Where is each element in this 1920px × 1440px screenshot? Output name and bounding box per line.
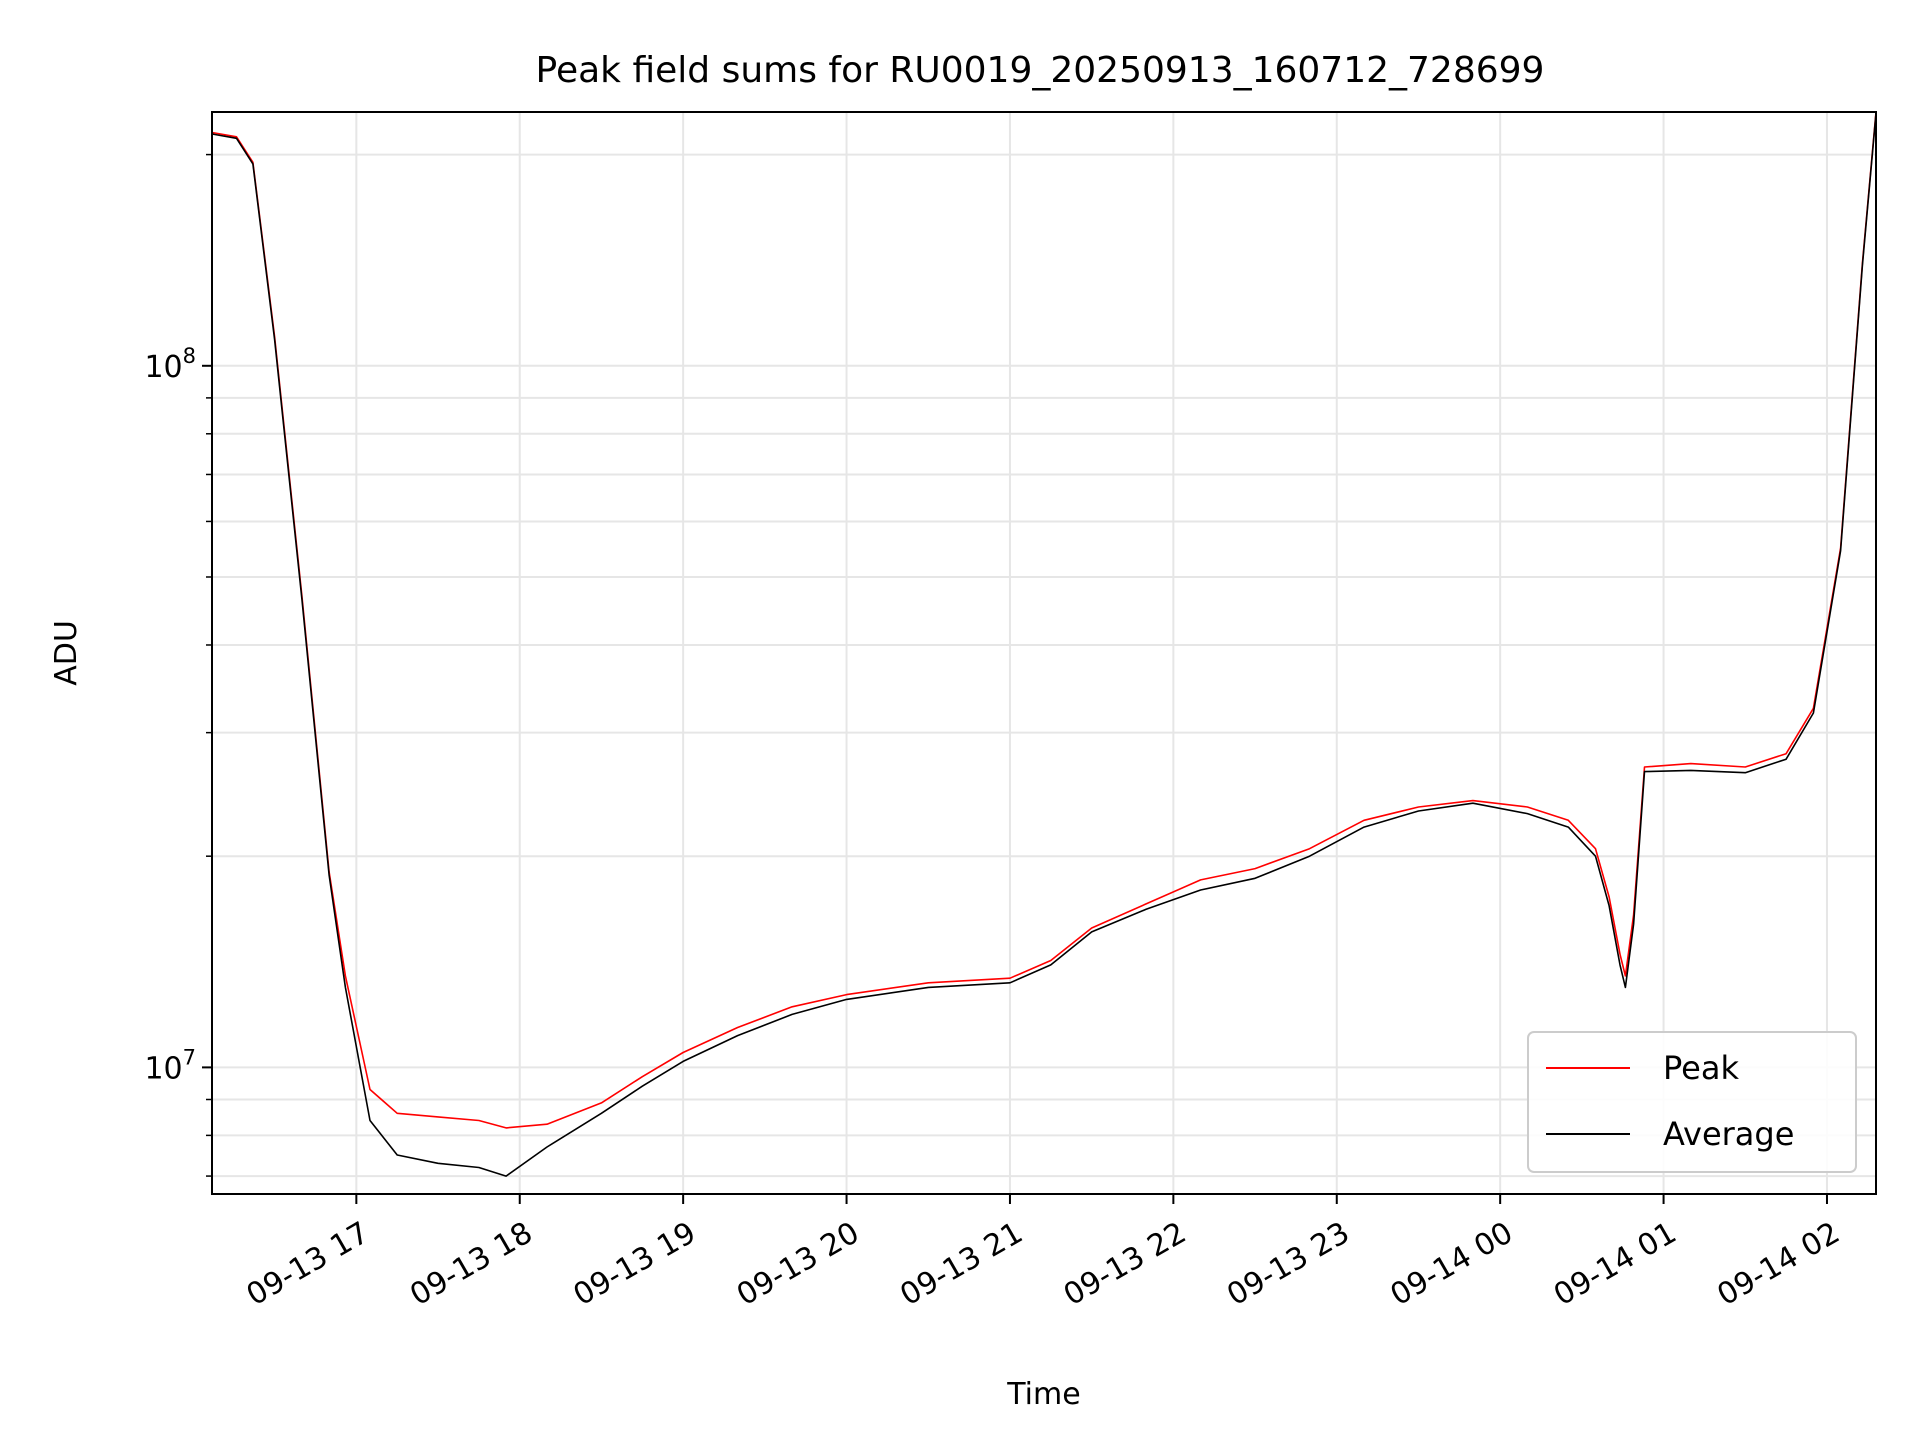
plot-area <box>212 112 1876 1177</box>
y-tick-exponent: 7 <box>183 1045 196 1069</box>
x-tick-label: 09-13 22 <box>1058 1215 1192 1313</box>
chart-title: Peak field sums for RU0019_20250913_1607… <box>536 50 1545 91</box>
x-tick-label: 09-13 17 <box>241 1215 375 1313</box>
x-axis-ticks: 09-13 17 09-13 18 09-13 19 09-13 20 09-13 21… <box>241 1194 1846 1313</box>
x-axis-label: Time <box>1006 1377 1080 1412</box>
y-tick-exponent: 8 <box>183 344 196 368</box>
y-tick-base: 10 <box>144 350 182 385</box>
x-tick-label: 09-13 20 <box>731 1215 865 1313</box>
legend: Peak Average <box>1527 1031 1857 1173</box>
x-tick-label: 09-14 01 <box>1548 1215 1682 1313</box>
x-tick-label: 09-13 23 <box>1221 1215 1355 1313</box>
y-tick-base: 10 <box>144 1051 182 1086</box>
x-tick-label: 09-14 00 <box>1385 1215 1519 1313</box>
y-tick-label: 107 <box>144 1045 196 1086</box>
legend-label-peak: Peak <box>1663 1049 1739 1087</box>
legend-label-average: Average <box>1663 1115 1794 1153</box>
x-tick-label: 09-13 21 <box>894 1215 1028 1313</box>
y-axis-label: ADU <box>49 620 84 686</box>
x-tick-label: 09-14 02 <box>1711 1215 1845 1313</box>
x-tick-label: 09-13 18 <box>404 1215 538 1313</box>
y-tick-label: 108 <box>144 344 196 385</box>
axes-frame <box>211 111 1877 1195</box>
x-tick-label: 09-13 19 <box>568 1215 702 1313</box>
series-line-average <box>212 113 1876 1177</box>
